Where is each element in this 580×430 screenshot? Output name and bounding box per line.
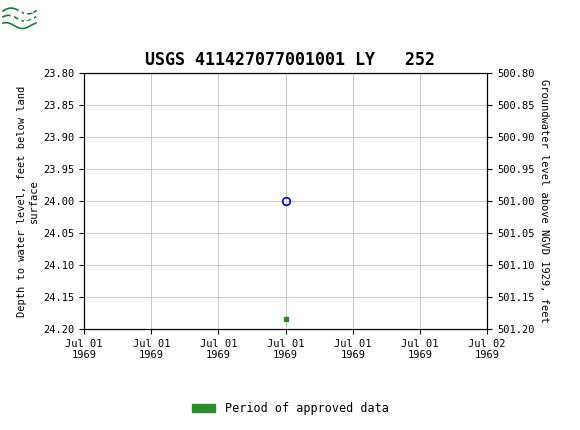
Y-axis label: Depth to water level, feet below land
surface: Depth to water level, feet below land su… xyxy=(17,86,39,316)
Text: USGS 411427077001001 LY   252: USGS 411427077001001 LY 252 xyxy=(145,51,435,69)
FancyBboxPatch shape xyxy=(3,3,35,33)
Y-axis label: Groundwater level above NGVD 1929, feet: Groundwater level above NGVD 1929, feet xyxy=(539,79,549,323)
Text: USGS: USGS xyxy=(9,9,64,27)
Text: USGS: USGS xyxy=(42,9,97,27)
Legend: Period of approved data: Period of approved data xyxy=(187,397,393,420)
